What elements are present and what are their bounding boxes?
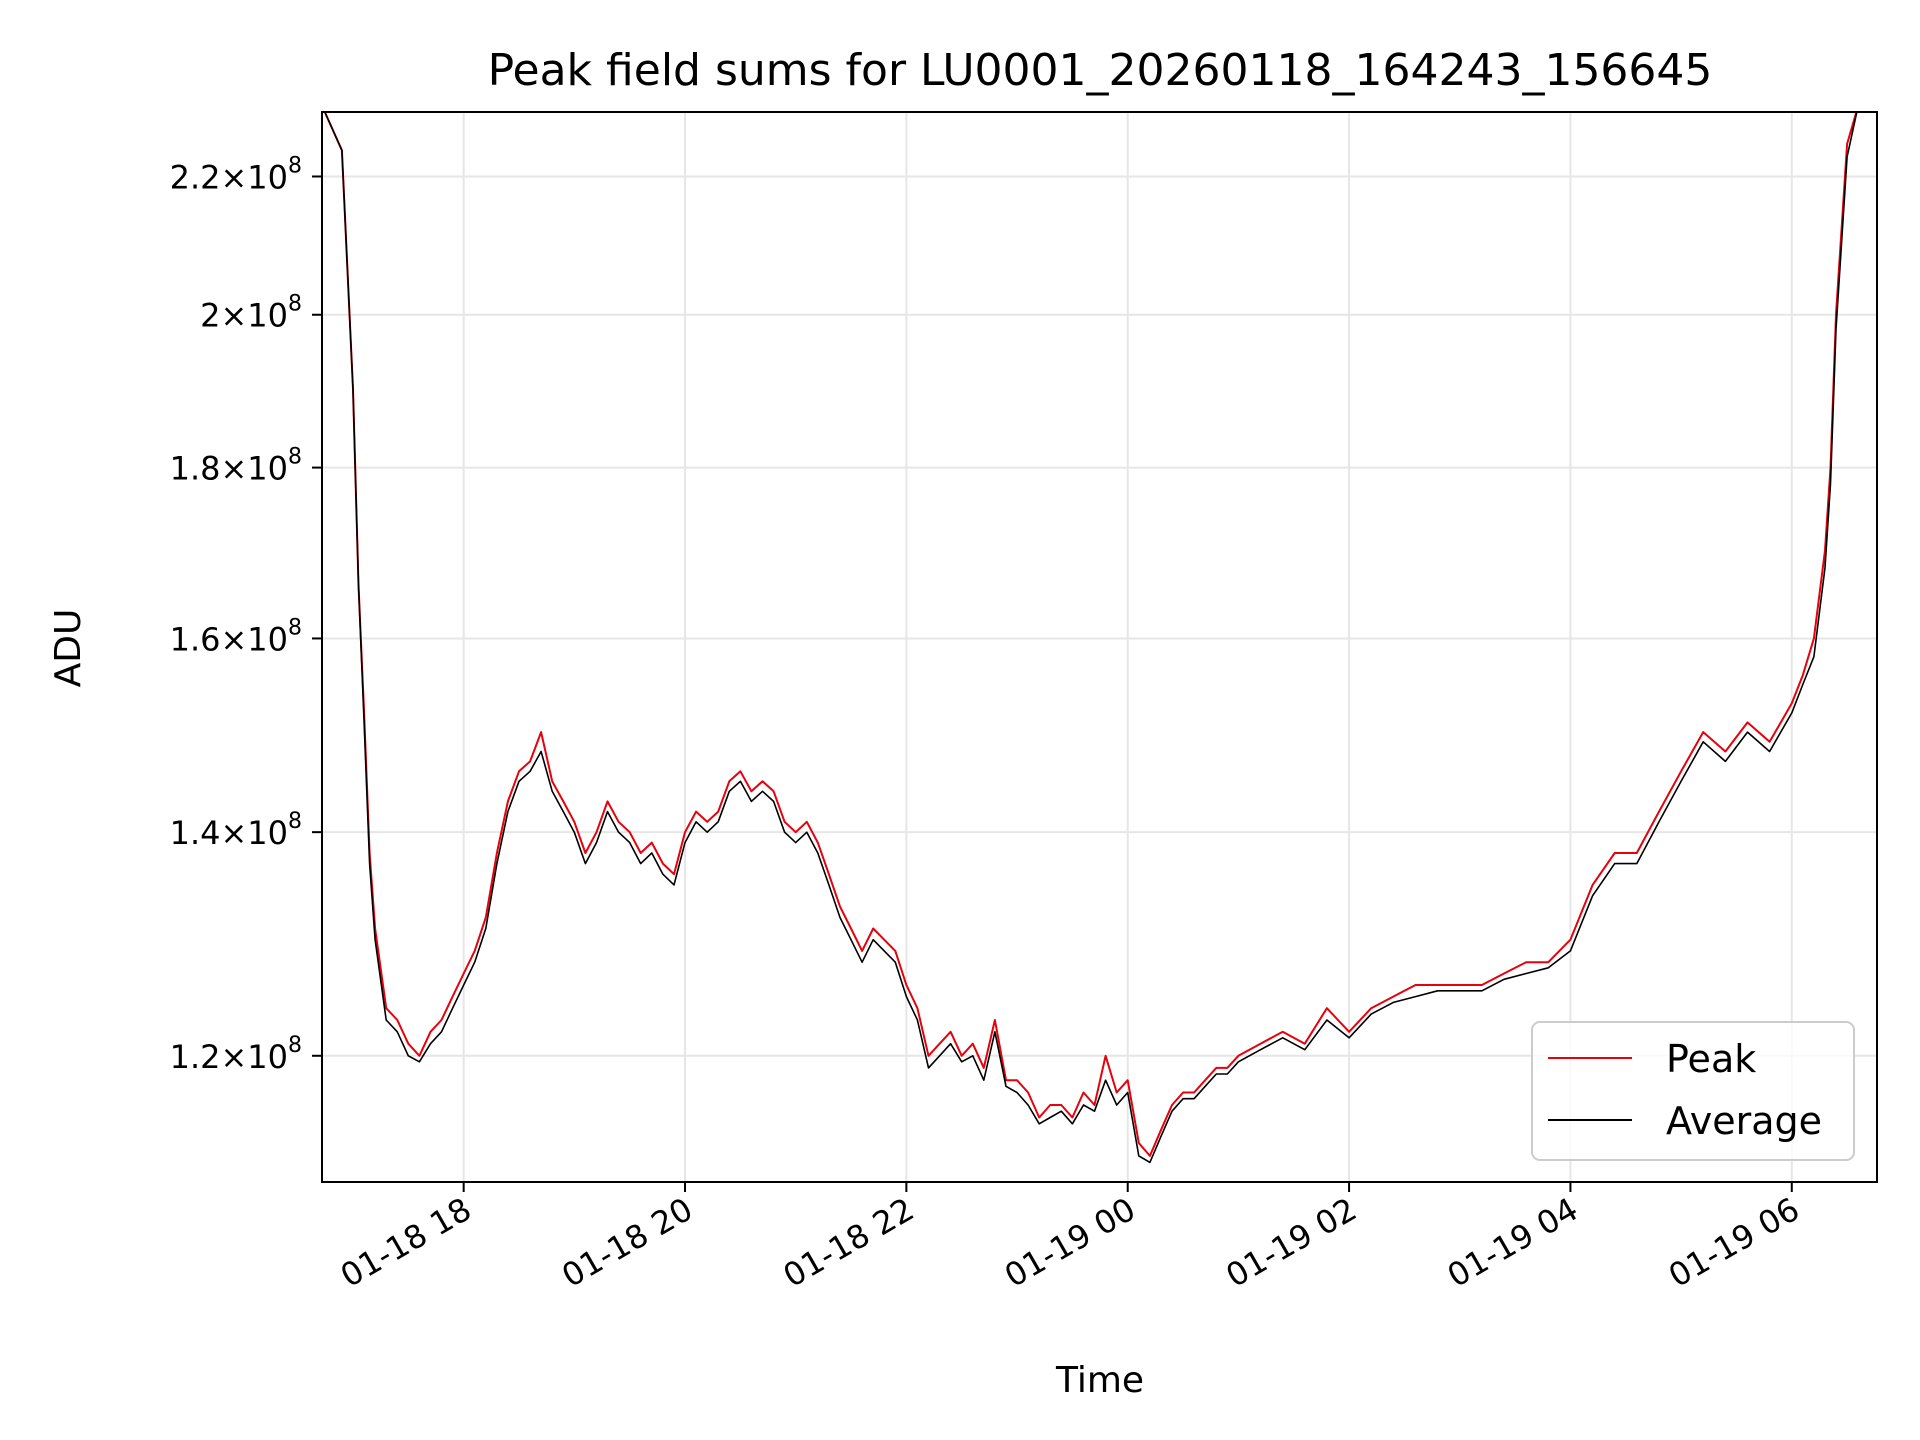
plot-frame	[321, 111, 1878, 1183]
legend: Peak Average	[1531, 1021, 1855, 1161]
legend-label-peak: Peak	[1666, 1037, 1756, 1081]
legend-box	[1531, 1021, 1855, 1161]
y-tick-label: 2×108	[200, 292, 302, 335]
y-tick-label: 2.2×108	[170, 153, 302, 196]
series-line-peak	[323, 112, 1858, 1157]
y-axis-label: ADU	[48, 609, 89, 688]
x-axis-label: Time	[1055, 1360, 1144, 1401]
series-line-average	[323, 112, 1858, 1164]
y-tick-label: 1.4×108	[170, 809, 302, 852]
y-tick-label: 1.8×108	[170, 445, 302, 488]
y-tick-label: 1.6×108	[170, 615, 302, 658]
y-axis: 1.2×108 1.4×108 1.6×108 1.8×108 2×108 2.2×108	[170, 153, 322, 1076]
y-tick-label: 1.2×108	[170, 1033, 302, 1076]
grid-layer	[322, 112, 1877, 1182]
chart-title: Peak field sums for LU0001_20260118_1642…	[488, 45, 1713, 96]
series-layer	[323, 112, 1858, 1164]
legend-label-average: Average	[1666, 1099, 1822, 1143]
